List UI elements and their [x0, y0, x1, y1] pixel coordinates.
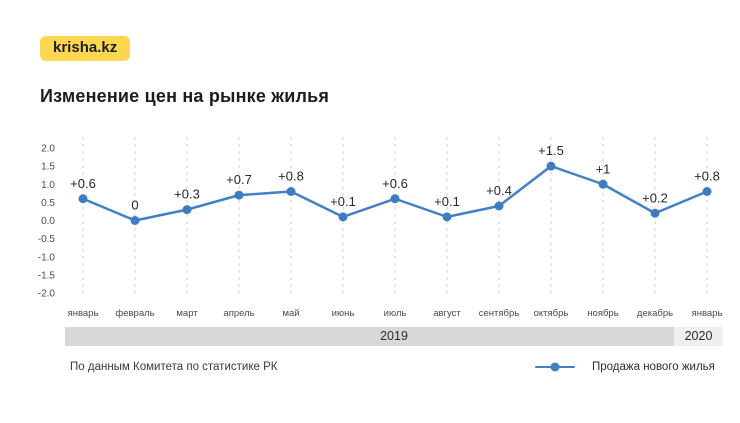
x-axis-month-label: август [433, 308, 461, 319]
data-point [182, 205, 192, 215]
price-change-line-chart: 2.0 1.5 1.0 0.5 0.0 -0.5 -1.0 -1.5 -2.0 январь фев… [38, 137, 723, 319]
data-point-label: +1.5 [538, 143, 564, 158]
x-axis-month-label: декабрь [637, 308, 673, 319]
krisha-logo[interactable]: krisha.kz [40, 36, 131, 61]
x-axis-month-label: сентябрь [479, 308, 519, 319]
data-point [130, 216, 140, 225]
x-axis-month-label: апрель [223, 308, 254, 319]
data-point-label: +0.8 [278, 169, 304, 184]
data-point-label: +0.1 [330, 194, 356, 209]
data-point-label: +0.8 [694, 169, 720, 184]
year-label-2020: 2020 [684, 329, 713, 343]
chart-title: Изменение цен на рынке жилья [40, 86, 330, 106]
x-axis-month-label: июль [384, 308, 407, 319]
y-axis-tick: 0.5 [41, 198, 55, 209]
y-axis-tick: 1.5 [41, 162, 55, 173]
x-axis-month-label: январь [692, 308, 723, 319]
y-axis-tick: -0.5 [38, 234, 56, 245]
x-axis-month-label: октябрь [534, 308, 569, 319]
data-point [702, 187, 712, 196]
data-point-label: 0 [131, 198, 138, 213]
legend-line-marker-icon [535, 365, 575, 369]
data-point [338, 212, 348, 222]
x-axis-month-label: февраль [115, 308, 154, 319]
year-label-2019: 2019 [380, 329, 408, 343]
y-axis-tick: 0.0 [41, 216, 55, 227]
data-point-label: +0.6 [70, 176, 96, 191]
data-point [286, 187, 296, 196]
data-point [598, 179, 608, 189]
data-point-label: +0.4 [486, 183, 512, 198]
data-point-label: +0.2 [642, 190, 668, 205]
y-axis-tick: 1.0 [41, 180, 55, 191]
data-point-label: +0.3 [174, 187, 200, 202]
y-axis-tick: -1.0 [38, 252, 56, 263]
data-point [442, 212, 452, 222]
data-point [650, 208, 660, 218]
y-axis-tick: -1.5 [38, 270, 56, 281]
x-axis-month-label: май [282, 308, 299, 319]
x-axis-month-label: март [176, 308, 198, 319]
legend-series-label: Продажа нового жилья [592, 361, 715, 373]
x-axis-month-label: ноябрь [587, 308, 618, 319]
year-band-2019: 2019 [65, 327, 674, 346]
data-point [494, 201, 504, 211]
chart-legend: Продажа нового жилья [535, 358, 715, 376]
data-point-label: +1 [596, 161, 611, 176]
y-axis-tick: 2.0 [41, 144, 55, 155]
x-axis-month-label: январь [68, 308, 99, 319]
data-point [78, 194, 88, 204]
data-point [546, 161, 556, 171]
year-band-2020: 2020 [674, 327, 723, 346]
data-point-label: +0.7 [226, 172, 252, 187]
data-point-label: +0.6 [382, 176, 408, 191]
data-point-label: +0.1 [434, 194, 460, 209]
data-point [390, 194, 400, 204]
x-axis-month-label: июнь [332, 308, 355, 319]
y-axis-tick: -2.0 [38, 289, 56, 300]
data-point [234, 190, 244, 200]
data-source-note: По данным Комитета по статистике РК [70, 361, 278, 373]
